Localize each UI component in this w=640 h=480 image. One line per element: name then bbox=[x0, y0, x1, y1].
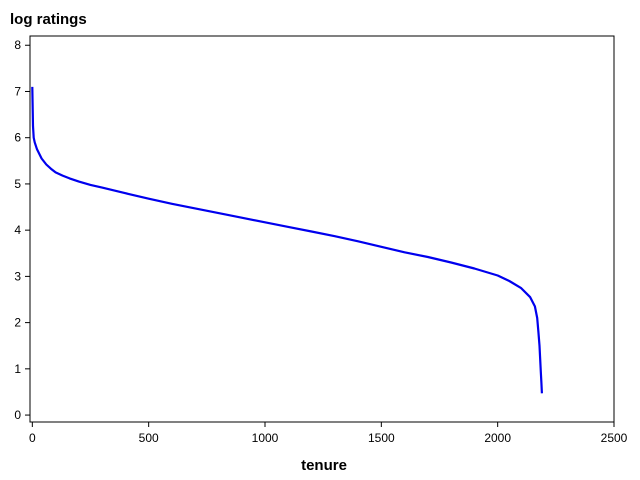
x-tick-label: 1500 bbox=[368, 431, 395, 445]
x-tick-label: 2000 bbox=[484, 431, 511, 445]
y-axis: 0 1 2 3 4 5 6 7 8 bbox=[14, 38, 30, 422]
x-axis: 0 500 1000 1500 2000 2500 bbox=[29, 422, 628, 445]
x-tick-label: 500 bbox=[139, 431, 159, 445]
x-tick-label: 2500 bbox=[601, 431, 628, 445]
y-tick-label: 5 bbox=[14, 177, 21, 191]
series-line bbox=[31, 86, 543, 394]
y-tick-label: 1 bbox=[14, 362, 21, 376]
series-group bbox=[31, 86, 543, 394]
plot-frame bbox=[29, 35, 615, 423]
x-axis-label: tenure bbox=[301, 457, 347, 474]
y-tick-label: 7 bbox=[14, 84, 21, 98]
y-tick-label: 3 bbox=[14, 269, 21, 283]
y-tick-label: 2 bbox=[14, 316, 21, 330]
y-tick-label: 8 bbox=[14, 38, 21, 52]
y-tick-label: 0 bbox=[14, 408, 21, 422]
x-tick-label: 1000 bbox=[252, 431, 279, 445]
x-tick-label: 0 bbox=[29, 431, 36, 445]
y-tick-label: 4 bbox=[14, 223, 21, 237]
y-tick-label: 6 bbox=[14, 131, 21, 145]
y-axis-label: log ratings bbox=[10, 11, 87, 28]
